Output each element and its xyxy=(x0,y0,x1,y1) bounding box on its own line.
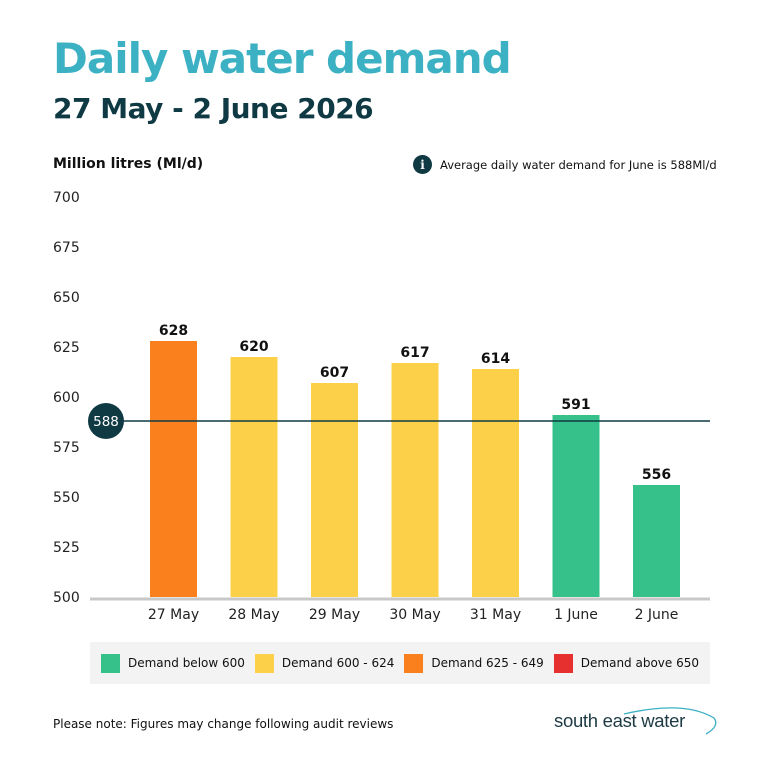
y-tick-label: 575 xyxy=(53,440,80,456)
legend: Demand below 600 Demand 600 - 624 Demand 6… xyxy=(90,642,710,684)
y-tick-label: 700 xyxy=(53,190,80,206)
y-tick-label: 600 xyxy=(53,390,80,406)
x-tick-label: 30 May xyxy=(389,607,440,623)
legend-label: Demand 625 - 649 xyxy=(431,656,544,670)
bar-value-label: 591 xyxy=(561,397,590,413)
legend-item: Demand above 650 xyxy=(553,653,699,673)
legend-item: Demand 625 - 649 xyxy=(404,653,544,673)
brand-name: south east water xyxy=(554,710,685,731)
y-tick-label: 675 xyxy=(53,240,80,256)
legend-swatch xyxy=(100,653,120,673)
info-note-text: Average daily water demand for June is 5… xyxy=(440,157,717,172)
bar xyxy=(552,415,600,597)
x-tick-label: 31 May xyxy=(470,607,521,623)
legend-label: Demand below 600 xyxy=(127,656,245,670)
info-note: i Average daily water demand for June is… xyxy=(413,155,717,174)
footnote: Please note: Figures may change followin… xyxy=(53,717,394,731)
legend-label: Demand above 650 xyxy=(580,656,699,670)
brand-swoosh-icon xyxy=(623,707,717,735)
legend-swatch xyxy=(254,653,274,673)
bar xyxy=(150,341,197,597)
bar-value-label: 628 xyxy=(159,323,188,339)
bar xyxy=(311,383,358,597)
y-axis-label: Million litres (Ml/d) xyxy=(53,156,204,172)
bar-value-label: 617 xyxy=(400,345,429,361)
legend-item: Demand 600 - 624 xyxy=(254,653,395,673)
chart-subtitle: 27 May - 2 June 2026 xyxy=(53,92,374,125)
x-tick-label: 28 May xyxy=(228,607,279,623)
bar-value-label: 614 xyxy=(481,351,510,367)
y-tick-label: 500 xyxy=(53,590,80,606)
x-tick-label: 27 May xyxy=(148,607,199,623)
bar xyxy=(230,357,278,597)
chart-title: Daily water demand xyxy=(53,34,512,83)
average-badge xyxy=(88,403,124,439)
bar xyxy=(472,369,519,597)
y-tick-label: 625 xyxy=(53,340,80,356)
bar-value-label: 620 xyxy=(239,339,268,355)
bar-value-label: 556 xyxy=(642,467,671,483)
info-icon: i xyxy=(413,155,432,174)
y-tick-label: 550 xyxy=(53,490,80,506)
x-tick-label: 2 June xyxy=(635,607,679,623)
x-tick-label: 1 June xyxy=(554,607,598,623)
brand-logo: south east water xyxy=(554,702,719,742)
bar xyxy=(391,363,439,597)
legend-item: Demand below 600 xyxy=(100,653,245,673)
legend-swatch xyxy=(404,653,424,673)
y-tick-label: 650 xyxy=(53,290,80,306)
bar-value-label: 607 xyxy=(320,365,349,381)
x-tick-label: 29 May xyxy=(309,607,360,623)
legend-swatch xyxy=(553,653,573,673)
bar-chart: 700 675 650 625 600 575 550 525 500 628 27 May 620 2… xyxy=(53,190,710,623)
average-badge-label: 588 xyxy=(93,414,119,430)
y-tick-label: 525 xyxy=(53,540,80,556)
legend-label: Demand 600 - 624 xyxy=(281,656,395,670)
bar xyxy=(633,485,680,597)
